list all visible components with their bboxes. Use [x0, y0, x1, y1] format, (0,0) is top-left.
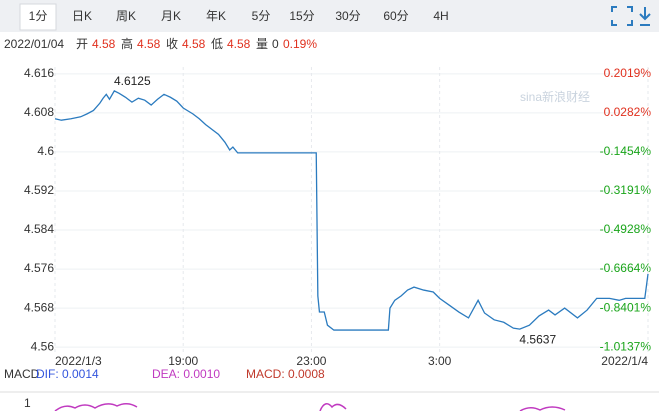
quote-volume: 0: [272, 37, 279, 51]
macd-preview: [54, 403, 566, 412]
watermark: sina新浪财经: [520, 89, 590, 104]
quote-close: 4.58: [182, 37, 206, 51]
macd-dif: DIF: 0.0014: [36, 367, 99, 381]
tab[interactable]: 30分: [335, 9, 360, 23]
quote-change: 0.19%: [283, 37, 317, 51]
tab-bar: [0, 0, 659, 32]
macd-axis-label: 1: [24, 396, 31, 410]
y2-tick-label: -0.4928%: [600, 222, 652, 236]
y-tick-label: 4.608: [24, 105, 54, 119]
macd-title: MACD: [4, 367, 40, 381]
macd-dea: DEA: 0.0010: [152, 367, 220, 381]
quote-open-label: 开: [76, 37, 88, 51]
x-tick-label: 2022/1/3: [55, 354, 102, 368]
y2-tick-label: -0.3191%: [600, 183, 652, 197]
tab-active: [19, 3, 57, 31]
quote-volume-label: 量: [256, 37, 268, 51]
y-tick-label: 4.576: [24, 261, 54, 275]
tab[interactable]: 15分: [289, 9, 314, 23]
quote-date: 2022/01/04: [4, 37, 64, 51]
x-tick-label: 2022/1/4: [601, 354, 648, 368]
quote-high-label: 高: [121, 36, 133, 51]
toolbar-icons[interactable]: [611, 6, 651, 26]
quote-low-label: 低: [211, 37, 223, 51]
y-tick-label: 4.616: [24, 66, 54, 80]
tab[interactable]: 周K: [116, 9, 136, 23]
y-tick-label: 4.56: [31, 339, 55, 353]
quote-low: 4.58: [227, 37, 251, 51]
quote-open: 4.58: [92, 37, 116, 51]
tab[interactable]: 月K: [161, 9, 181, 23]
y2-tick-label: 0.0282%: [604, 105, 652, 119]
tab[interactable]: 1分: [29, 9, 48, 23]
x-tick-label: 23:00: [296, 354, 326, 368]
y2-tick-label: -0.8401%: [600, 300, 652, 314]
extreme-label: 4.5637: [519, 332, 556, 346]
tab[interactable]: 日K: [72, 9, 92, 23]
tab[interactable]: 年K: [206, 9, 226, 23]
price-line: [54, 90, 649, 331]
tab[interactable]: 4H: [433, 9, 448, 23]
quote-close-label: 收: [166, 37, 178, 51]
y-tick-label: 4.592: [24, 183, 54, 197]
y2-tick-label: -0.1454%: [600, 144, 652, 158]
y2-tick-label: -0.6664%: [600, 261, 652, 275]
tab[interactable]: 60分: [383, 9, 408, 23]
x-tick-label: 3:00: [428, 354, 452, 368]
y2-tick-label: 0.2019%: [604, 66, 652, 80]
y-tick-label: 4.584: [24, 222, 54, 236]
y2-tick-label: -1.0137%: [600, 339, 652, 353]
tab[interactable]: 5分: [252, 9, 271, 23]
quote-high: 4.58: [137, 37, 161, 51]
y-tick-label: 4.568: [24, 300, 54, 314]
macd-macd: MACD: 0.0008: [246, 367, 325, 381]
extreme-label: 4.6125: [114, 74, 151, 88]
y-tick-label: 4.6: [37, 144, 54, 158]
x-tick-label: 19:00: [168, 354, 198, 368]
